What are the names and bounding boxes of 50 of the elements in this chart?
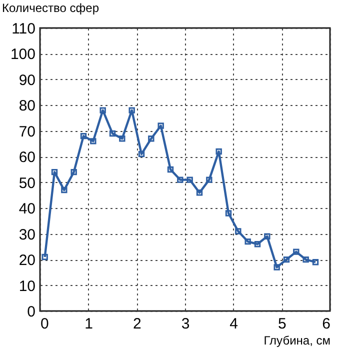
x-tick-label: 3 bbox=[181, 316, 190, 332]
x-tick-label: 4 bbox=[230, 316, 238, 332]
point bbox=[274, 264, 280, 270]
y-tick-label: 20 bbox=[18, 252, 36, 270]
point bbox=[42, 254, 48, 260]
point bbox=[235, 228, 242, 234]
y-tick-label: 10 bbox=[18, 278, 36, 295]
y-tick-label: 60 bbox=[18, 149, 36, 166]
point bbox=[186, 176, 193, 183]
y-tick-label: 90 bbox=[18, 72, 36, 89]
y-tick-label: 50 bbox=[18, 174, 36, 192]
point bbox=[196, 190, 203, 196]
point bbox=[225, 210, 232, 216]
point bbox=[216, 148, 222, 155]
x-axis-title: Глубина, см bbox=[264, 334, 330, 348]
point bbox=[109, 130, 116, 137]
point bbox=[158, 122, 164, 129]
point bbox=[206, 176, 212, 183]
y-tick-label: 110 bbox=[12, 20, 36, 38]
y-tick-label: 70 bbox=[18, 123, 36, 140]
y-tick-label: 0 bbox=[27, 304, 36, 320]
point bbox=[312, 259, 319, 266]
point bbox=[119, 136, 126, 142]
point bbox=[293, 248, 300, 255]
point bbox=[167, 166, 174, 173]
point bbox=[100, 107, 106, 114]
point bbox=[128, 107, 135, 114]
x-tick-label: 5 bbox=[278, 316, 286, 332]
point bbox=[70, 168, 77, 176]
y-axis-title: Количество сфер bbox=[2, 1, 100, 15]
point bbox=[264, 233, 270, 240]
point bbox=[80, 132, 87, 140]
y-tick-label: 40 bbox=[18, 200, 36, 218]
point bbox=[177, 176, 184, 183]
x-tick-label: 2 bbox=[132, 316, 142, 332]
y-tick-label: 100 bbox=[10, 46, 36, 64]
point bbox=[302, 256, 309, 263]
point bbox=[51, 168, 58, 176]
point bbox=[283, 256, 290, 263]
point bbox=[244, 238, 251, 245]
y-tick-label: 30 bbox=[18, 226, 36, 244]
x-tick-label: 0 bbox=[40, 316, 49, 332]
point bbox=[90, 138, 96, 144]
x-tick-label: 1 bbox=[84, 316, 94, 332]
point bbox=[254, 241, 261, 248]
y-tick-label: 80 bbox=[18, 98, 36, 115]
x-tick-label: 6 bbox=[322, 316, 330, 332]
point bbox=[138, 150, 145, 158]
point bbox=[61, 186, 68, 194]
point bbox=[148, 136, 154, 142]
